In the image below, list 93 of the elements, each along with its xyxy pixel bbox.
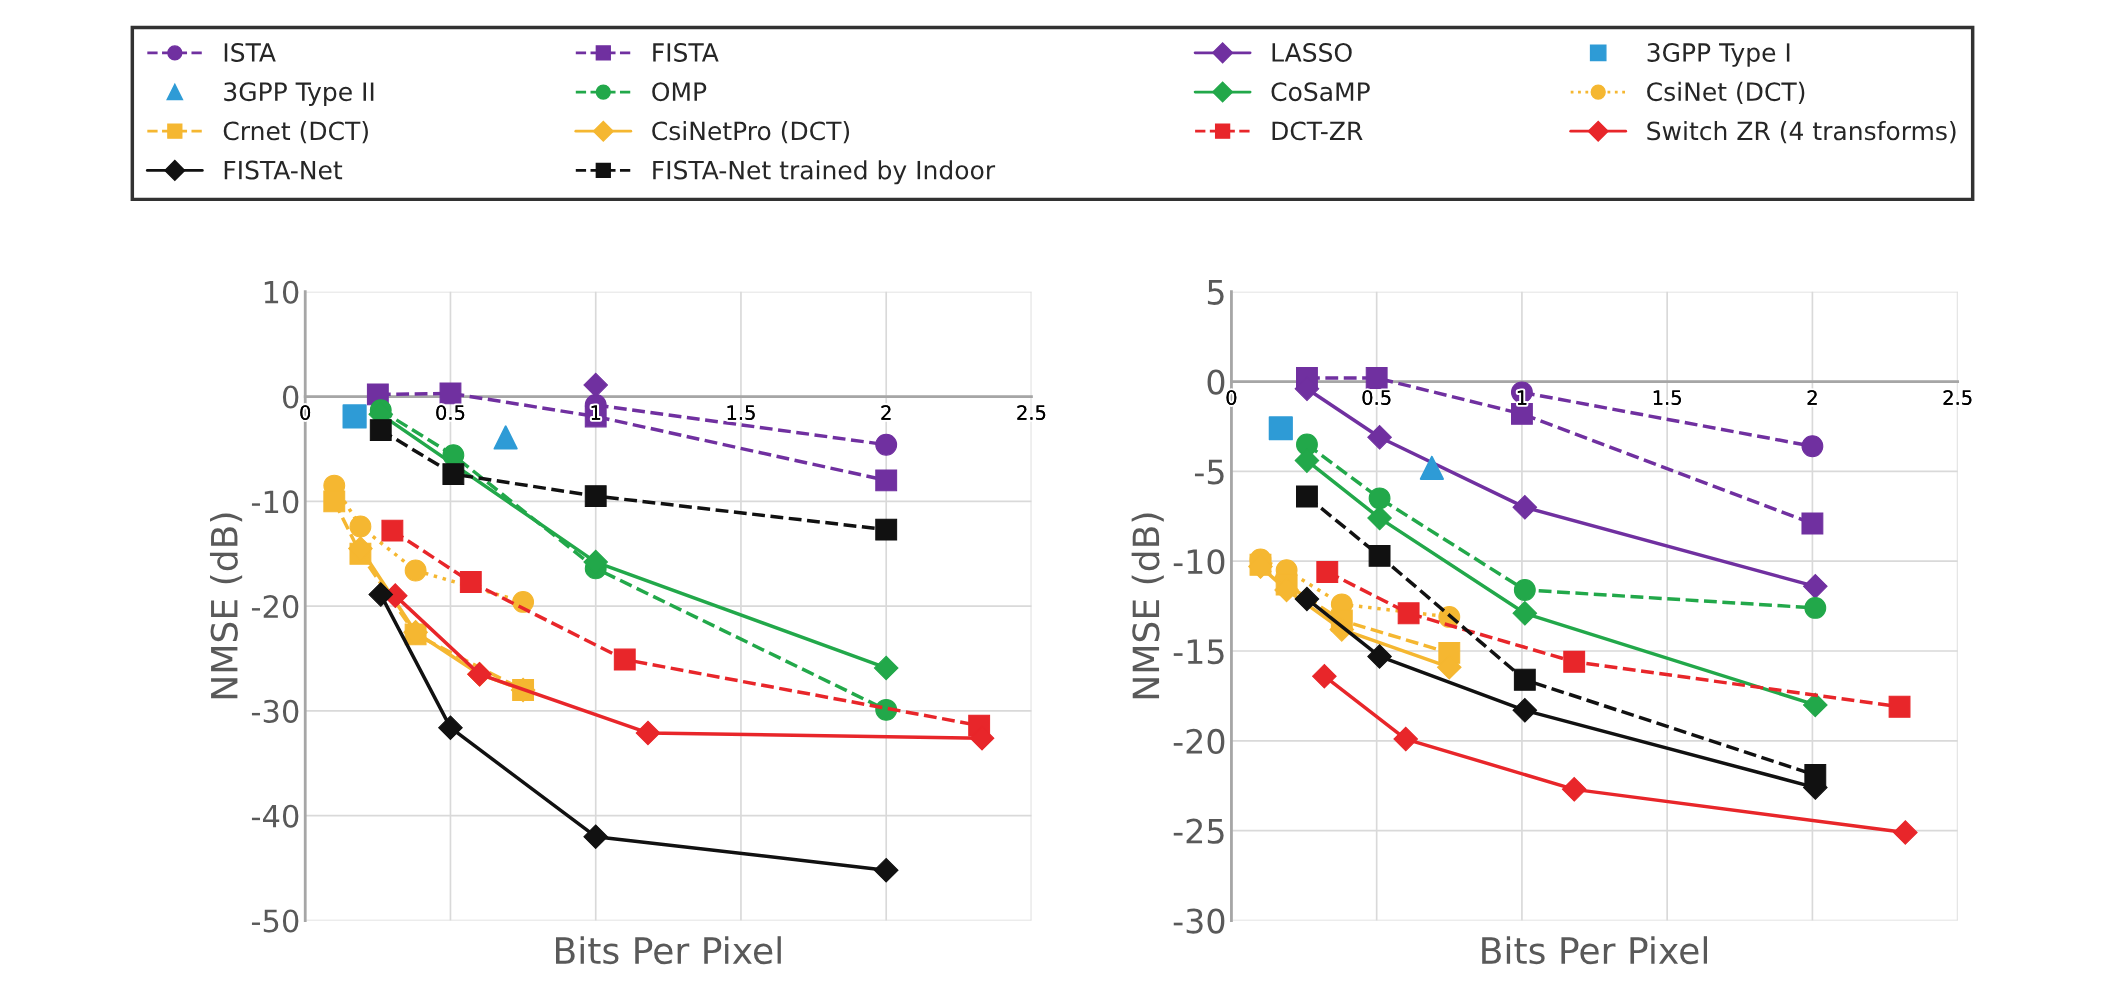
point <box>875 433 898 456</box>
point <box>1296 485 1318 508</box>
x-tick-label: 0 <box>1226 390 1237 405</box>
y-tick-label: 10 <box>264 280 299 304</box>
legend-label: Crnet (DCT) <box>223 121 368 144</box>
point <box>1419 455 1444 480</box>
point <box>459 571 482 593</box>
point <box>583 372 609 398</box>
legend-label: DCT-ZR <box>1272 121 1363 141</box>
point <box>323 490 346 513</box>
point <box>635 720 661 746</box>
legend-label: Switch ZR (4 transforms) <box>1647 120 1956 144</box>
point <box>1367 644 1392 669</box>
point <box>873 857 899 883</box>
y-tick-label: -10 <box>1173 549 1225 575</box>
legend-label: FISTA <box>653 43 719 62</box>
point <box>342 404 367 429</box>
point <box>1563 650 1586 673</box>
point <box>1804 596 1827 619</box>
x-tick-label: 2 <box>1807 390 1817 405</box>
point <box>368 582 394 607</box>
legend-label: 3GPP Type I <box>1647 43 1790 67</box>
point <box>442 463 465 486</box>
point <box>1801 512 1824 535</box>
point <box>1312 663 1337 689</box>
point <box>1397 602 1420 625</box>
point <box>1801 435 1824 458</box>
point <box>1294 586 1320 612</box>
point <box>1316 561 1339 583</box>
point <box>875 469 898 492</box>
x-tick-label: 0 <box>300 405 311 420</box>
legend-label: FISTA-Net <box>224 160 343 180</box>
x-tick-label: 0.5 <box>1362 390 1391 405</box>
point <box>1512 495 1538 520</box>
y-tick-label: -15 <box>1173 639 1224 665</box>
y-axis-title: NMSE (dB) <box>1131 513 1164 699</box>
y-tick-label: -20 <box>1173 728 1225 754</box>
y-tick-label: -20 <box>251 595 299 619</box>
point <box>1512 698 1538 723</box>
x-tick-label: 1 <box>1517 390 1527 405</box>
point <box>1367 424 1392 450</box>
legend-label: CsiNet (DCT) <box>1647 81 1805 105</box>
x-tick-label: 2.5 <box>1943 390 1972 405</box>
point <box>404 559 427 582</box>
legend-label: CsiNetPro (DCT) <box>652 120 850 144</box>
legend-label: OMP <box>652 82 707 102</box>
x-tick-label: 2.5 <box>1017 405 1046 420</box>
point <box>1888 695 1911 718</box>
legend-label: CoSaMP <box>1271 82 1370 102</box>
point <box>1368 544 1391 567</box>
legend-label: 3GPP Type II <box>224 82 374 106</box>
point <box>1513 668 1536 691</box>
y-tick-label: -30 <box>1173 908 1225 934</box>
y-tick-label: -50 <box>251 909 299 933</box>
point <box>584 485 607 508</box>
point <box>1803 574 1828 599</box>
x-tick-label: 1 <box>591 405 601 420</box>
x-axis-title: Bits Per Pixel <box>556 936 781 965</box>
x-tick-label: 1.5 <box>727 405 755 420</box>
x-tick-label: 0.5 <box>436 405 465 420</box>
point <box>1893 820 1918 845</box>
legend-label: FISTA-Net trained by Indoor <box>653 160 996 185</box>
point <box>1804 764 1827 786</box>
point <box>1368 487 1391 510</box>
point <box>583 824 609 849</box>
y-tick-label: -40 <box>251 804 299 828</box>
point <box>1513 579 1536 601</box>
point <box>439 382 462 405</box>
point <box>1512 601 1538 626</box>
point <box>349 515 372 538</box>
x-axis-title: Bits Per Pixel <box>1482 936 1708 965</box>
point <box>1367 505 1392 531</box>
point <box>1561 777 1587 802</box>
y-tick-label: -10 <box>251 490 299 514</box>
point <box>438 715 463 740</box>
legend-label: LASSO <box>1272 43 1352 62</box>
y-axis-title: NMSE (dB) <box>209 513 243 699</box>
y-tick-label: 5 <box>1207 280 1224 305</box>
point <box>1268 416 1293 441</box>
x-tick-label: 1.5 <box>1653 390 1681 405</box>
point <box>1393 726 1419 752</box>
y-tick-label: -5 <box>1194 459 1224 485</box>
point <box>1365 367 1388 389</box>
point <box>493 425 518 450</box>
y-tick-label: -30 <box>251 699 299 723</box>
legend-label: ISTA <box>224 43 276 62</box>
point <box>613 648 636 671</box>
y-tick-label: -25 <box>1173 818 1224 844</box>
point <box>381 519 404 542</box>
point <box>875 518 898 541</box>
point <box>873 655 899 681</box>
point <box>369 419 392 441</box>
x-tick-label: 2 <box>881 405 891 420</box>
